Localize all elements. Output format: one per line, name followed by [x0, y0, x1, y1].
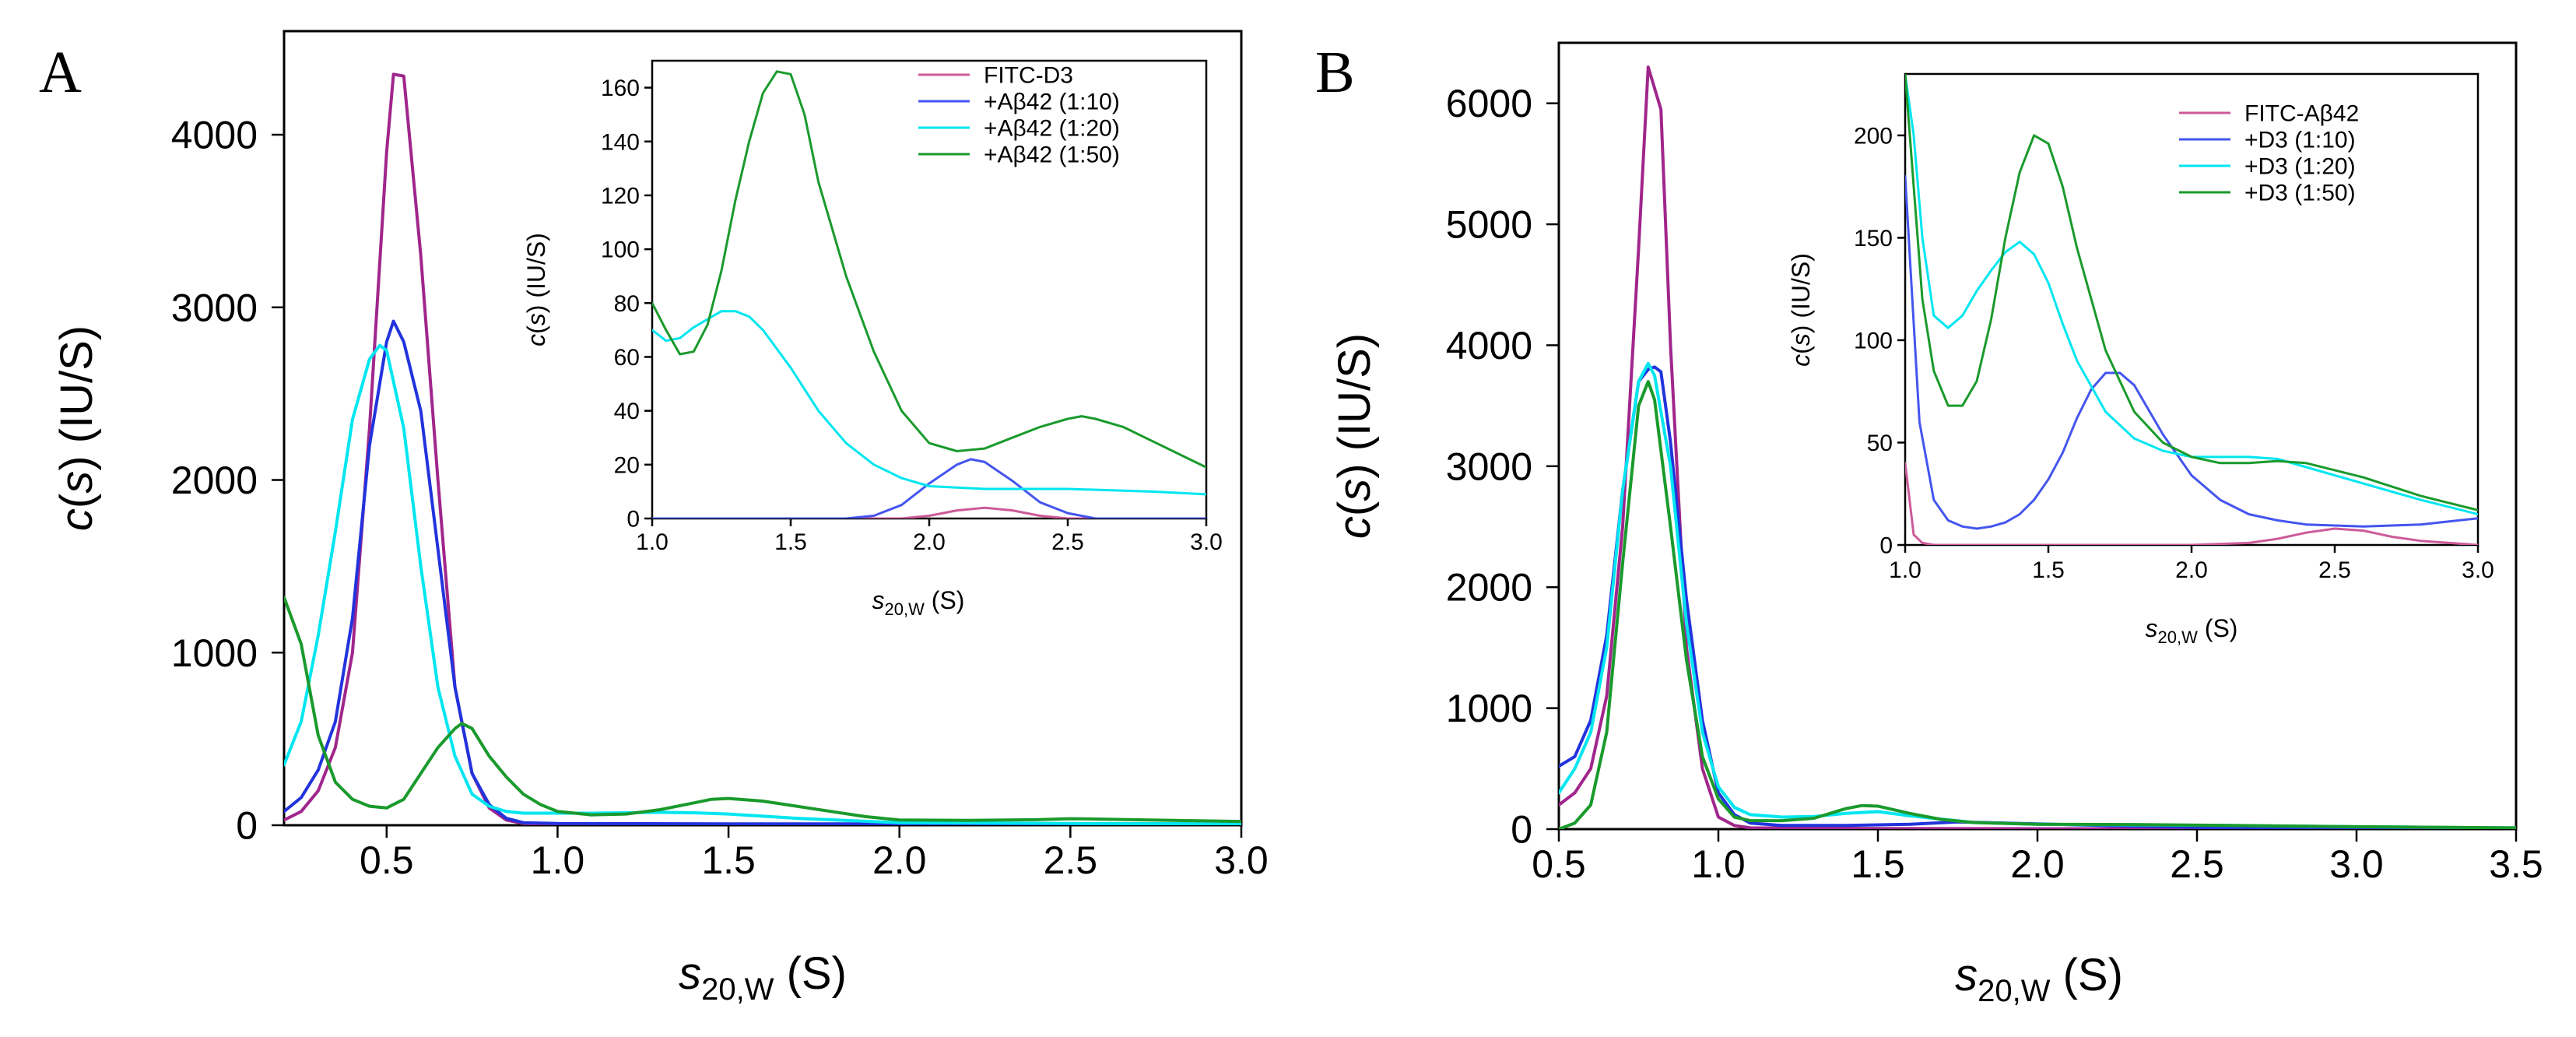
panel-a-inset-y-tick-label: 160	[601, 76, 640, 101]
panel-a-main-y-tick-label: 4000	[171, 114, 258, 157]
panel-b-inset-y-tick-label: 100	[1854, 328, 1893, 353]
panel-a-inset-y-tick-label: 20	[614, 452, 640, 478]
panel-b-main-series-1	[1559, 65, 2516, 829]
panel-a-inset-x-tick-label: 1.5	[774, 529, 807, 555]
panel-a-inset-legend: FITC-D3+Aβ42 (1:10)+Aβ42 (1:20)+Aβ42 (1:…	[918, 63, 1120, 168]
panel-a-inset-series-3	[652, 310, 1206, 496]
panel-a-inset-x-axis-title: s20,W (S)	[872, 586, 965, 619]
panel-b-inset-x-tick-label: 1.5	[2032, 557, 2065, 583]
panel-a-inset-x-tick-label: 2.0	[913, 529, 946, 555]
panel-a-inset-legend-label-2: +Aβ42 (1:10)	[984, 90, 1120, 115]
panel-b-inset-series-1	[1905, 462, 2478, 545]
panel-b-inset-frame	[1904, 72, 2479, 547]
panel-b-main-series-4	[1559, 380, 2516, 829]
panel-b-main-y-tick-label: 1000	[1446, 687, 1532, 730]
panel-a-inset-x-tick-label: 2.5	[1051, 529, 1084, 555]
panel-a-inset-series-4	[652, 70, 1206, 469]
panel-b-inset-y-tick-label: 0	[1879, 533, 1893, 559]
panel-b-main-x-tick-label: 3.0	[2329, 842, 2384, 886]
panel-b-inset-x-tick-label: 2.0	[2175, 557, 2208, 583]
panel-b-main-y-tick-label: 3000	[1446, 445, 1532, 488]
panel-b-inset-legend-label-2: +D3 (1:10)	[2244, 128, 2356, 153]
panel-a-main-x-tick-label: 2.0	[872, 838, 927, 882]
panel-a-inset-axes: 1.0 1.5 2.0 2.5 3.0 0 20 40 60 80 100 120 140 160	[601, 76, 1223, 555]
panel-b-inset-y-tick-label: 50	[1867, 431, 1893, 456]
panel-b-main-x-tick-label: 2.5	[2170, 842, 2224, 886]
panel-b-inset-legend-label-3: +D3 (1:20)	[2244, 154, 2356, 180]
panel-a-main-series-2	[284, 319, 1241, 825]
panel-a-main-y-tick-label: 2000	[171, 459, 258, 502]
panel-b-main-y-tick-label: 6000	[1446, 82, 1532, 125]
panel-b-inset-axes: 1.0 1.5 2.0 2.5 3.0 0 50 100 150 200	[1854, 123, 2494, 583]
panel-a-main-plot	[284, 72, 1241, 825]
panel-b-inset-y-axis-title: c(s) (IU/S)	[1787, 253, 1815, 367]
panel-a-main-x-tick-label: 1.5	[701, 838, 756, 882]
panel-b-inset-x-tick-label: 1.0	[1889, 557, 1921, 583]
panel-b-main-x-tick-label: 0.5	[1532, 842, 1586, 886]
panel-b-inset-plot	[1905, 74, 2478, 545]
panel-a-inset-x-tick-label: 3.0	[1190, 529, 1223, 555]
panel-b-inset-series-2	[1905, 175, 2478, 530]
panel-a-inset-x-tick-label: 1.0	[636, 529, 669, 555]
panel-a-main-x-tick-label: 1.0	[531, 838, 585, 882]
panel-b-main-x-tick-label: 3.5	[2489, 842, 2543, 886]
panel-b-inset-x-tick-label: 3.0	[2462, 557, 2494, 583]
panel-a-main-x-tick-label: 0.5	[360, 838, 414, 882]
panel-b-main-x-tick-label: 2.0	[2010, 842, 2065, 886]
panel-b-main-axes: 0.5 1.0 1.5 2.0 2.5 3.0 3.50100020003000400050…	[1446, 82, 2543, 886]
panel-b-y-axis-title: c(s) (IU/S)	[1329, 333, 1380, 539]
panel-b-inset-y-tick-label: 200	[1854, 123, 1893, 149]
panel-b-inset-legend: FITC-Aβ42+D3 (1:10)+D3 (1:20)+D3 (1:50)	[2179, 101, 2359, 206]
panel-a-x-axis-title: s20,W (S)	[679, 948, 847, 1007]
panel-b-main-y-tick-label: 4000	[1446, 324, 1532, 367]
panel-a-inset-y-tick-label: 40	[614, 399, 640, 424]
panel-b-letter: B	[1315, 40, 1355, 105]
panel-a-inset-legend-label-1: FITC-D3	[984, 63, 1073, 89]
panel-a-inset-series-2	[652, 458, 1206, 518]
panel-a-letter: A	[39, 40, 82, 105]
panel-a-inset-y-tick-label: 60	[614, 345, 640, 371]
panel-a-main-series-3	[284, 343, 1241, 825]
panel-a-inset-y-tick-label: 100	[601, 237, 640, 263]
panel-a-main-y-tick-label: 1000	[171, 631, 258, 675]
panel-b-inset-y-tick-label: 150	[1854, 226, 1893, 251]
panel-b-inset-x-tick-label: 2.5	[2318, 557, 2351, 583]
panel-a-main-y-tick-label: 0	[236, 804, 258, 848]
panel-a-inset-legend-label-4: +Aβ42 (1:50)	[984, 142, 1120, 168]
panel-a-inset-series-1	[652, 506, 1206, 518]
panel-a-inset-y-tick-label: 80	[614, 291, 640, 317]
panel-b-inset-legend-label-1: FITC-Aβ42	[2244, 101, 2359, 127]
panel-b-inset-legend-label-4: +D3 (1:50)	[2244, 181, 2356, 206]
panel-b: B 0.5 1.0 1.5 2.0 2.5 3.0 3.501000200030004000…	[1315, 40, 2543, 1008]
panel-a-y-axis-title: c(s) (IU/S)	[51, 325, 102, 531]
panel-b-main-x-tick-label: 1.5	[1851, 842, 1905, 886]
panel-a-inset-y-tick-label: 140	[601, 129, 640, 155]
panel-a-inset-y-axis-title: c(s) (IU/S)	[522, 233, 550, 346]
panel-a-inset-frame	[651, 59, 1208, 520]
panel-b-main-x-tick-label: 1.0	[1691, 842, 1746, 886]
panel-a-main-y-tick-label: 3000	[171, 286, 258, 329]
panel-b-main-plot	[1559, 65, 2516, 829]
panel-a-inset-plot	[652, 70, 1206, 518]
panel-b-inset-series-4	[1905, 74, 2478, 511]
panel-a-inset-y-tick-label: 120	[601, 183, 640, 209]
panel-a-inset-y-tick-label: 0	[626, 507, 640, 533]
panel-a-main-x-tick-label: 3.0	[1214, 838, 1269, 882]
panel-b-inset-x-axis-title: s20,W (S)	[2146, 614, 2238, 647]
panel-b-main-y-tick-label: 2000	[1446, 566, 1532, 610]
panel-b-main-y-tick-label: 5000	[1446, 203, 1532, 247]
panel-b-inset-series-3	[1905, 74, 2478, 515]
panel-a-main-x-tick-label: 2.5	[1044, 838, 1098, 882]
panel-a-inset-legend-label-3: +Aβ42 (1:20)	[984, 116, 1120, 142]
panel-b-x-axis-title: s20,W (S)	[1955, 950, 2123, 1008]
panel-b-main-y-tick-label: 0	[1511, 808, 1532, 852]
panel-a-main-series-4	[284, 596, 1241, 824]
